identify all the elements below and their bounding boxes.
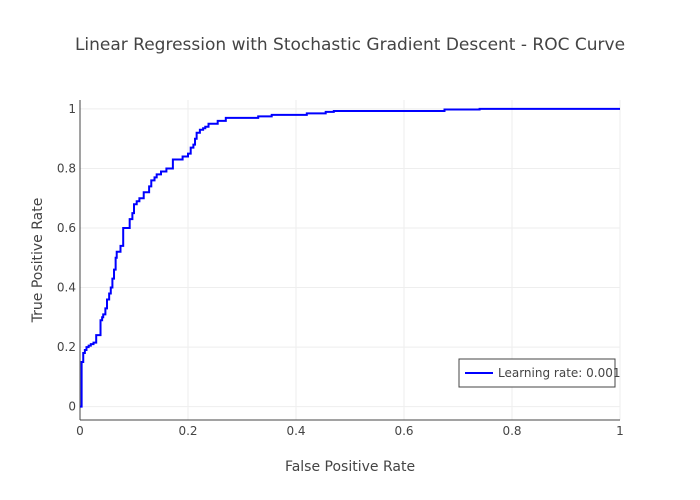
y-ticks: 0 0.2 0.4 0.6 0.8 1 [57,102,76,414]
x-tick-label: 0.4 [286,424,305,438]
x-tick-label: 0 [76,424,84,438]
x-tick-label: 0.6 [394,424,413,438]
y-tick-label: 0 [68,400,76,414]
series-group [80,107,620,408]
y-tick-label: 0.6 [57,221,76,235]
chart-title: Linear Regression with Stochastic Gradie… [75,35,625,55]
x-ticks: 0 0.2 0.4 0.6 0.8 1 [76,424,624,438]
y-tick-label: 1 [68,102,76,116]
y-tick-label: 0.2 [57,340,76,354]
roc-curve-line [80,107,620,408]
y-axis-title: True Positive Rate [30,198,46,324]
x-tick-label: 0.8 [502,424,521,438]
x-tick-label: 0.2 [178,424,197,438]
x-tick-label: 1 [616,424,624,438]
y-tick-label: 0.8 [57,161,76,175]
legend[interactable]: Learning rate: 0.001 [458,358,621,388]
x-axis-title: False Positive Rate [285,459,415,475]
y-tick-label: 0.4 [57,281,76,295]
legend-label: Learning rate: 0.001 [498,366,621,380]
